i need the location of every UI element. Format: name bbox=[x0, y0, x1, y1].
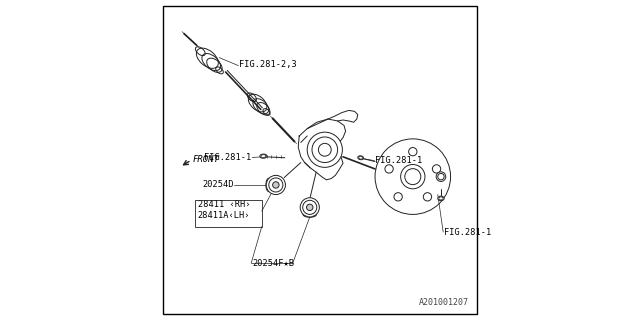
Text: 28411 ‹RH›: 28411 ‹RH› bbox=[198, 200, 250, 209]
Circle shape bbox=[394, 193, 403, 201]
Circle shape bbox=[401, 164, 425, 189]
Circle shape bbox=[385, 165, 393, 173]
Circle shape bbox=[375, 139, 451, 214]
Circle shape bbox=[273, 182, 279, 188]
Circle shape bbox=[409, 148, 417, 156]
Circle shape bbox=[307, 204, 313, 211]
Text: FRONT: FRONT bbox=[193, 155, 220, 164]
Text: FIG.281-1: FIG.281-1 bbox=[444, 228, 492, 237]
Circle shape bbox=[433, 165, 441, 173]
Ellipse shape bbox=[438, 196, 444, 201]
Text: 28411A‹LH›: 28411A‹LH› bbox=[198, 212, 250, 220]
Ellipse shape bbox=[358, 156, 364, 160]
Ellipse shape bbox=[266, 178, 271, 192]
Ellipse shape bbox=[260, 154, 267, 158]
Circle shape bbox=[307, 132, 342, 167]
Text: A201001207: A201001207 bbox=[419, 298, 468, 307]
Text: 20254D: 20254D bbox=[203, 180, 234, 189]
Circle shape bbox=[266, 175, 285, 195]
Text: FIG.281-1: FIG.281-1 bbox=[204, 153, 251, 162]
Text: FIG.281-2,3: FIG.281-2,3 bbox=[239, 60, 297, 69]
Ellipse shape bbox=[303, 212, 317, 217]
Circle shape bbox=[300, 198, 319, 217]
Circle shape bbox=[423, 193, 431, 201]
Ellipse shape bbox=[434, 165, 448, 188]
Text: FIG.281-1: FIG.281-1 bbox=[375, 156, 422, 165]
Text: 20254F★B: 20254F★B bbox=[253, 259, 294, 268]
Circle shape bbox=[436, 172, 445, 181]
